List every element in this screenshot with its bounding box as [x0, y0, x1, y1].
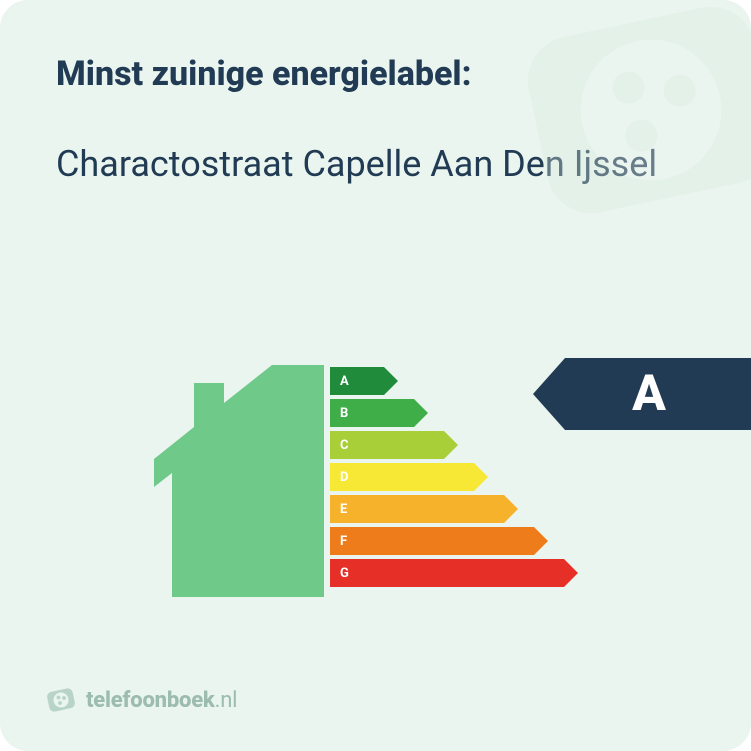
energy-bar: E [330, 495, 630, 523]
energy-bar: C [330, 431, 630, 459]
energy-bar-label: C [330, 431, 444, 459]
house-icon [154, 365, 324, 597]
energy-bar-label: E [330, 495, 504, 523]
energy-bar-arrow [474, 463, 488, 491]
energy-bar: G [330, 559, 630, 587]
energy-bar: D [330, 463, 630, 491]
energy-bar-arrow [384, 367, 398, 395]
rating-value: A [565, 358, 751, 430]
footer-brand: telefoonboek.nl [86, 688, 237, 713]
energy-bar-arrow [504, 495, 518, 523]
background-decoration-icon [491, 0, 751, 270]
rating-badge-arrow [533, 358, 565, 430]
footer: telefoonboek.nl [46, 685, 237, 715]
energy-bar-label: F [330, 527, 534, 555]
energy-bar-label: G [330, 559, 564, 587]
energy-bar: F [330, 527, 630, 555]
rating-badge: A [533, 358, 751, 430]
energy-bar-arrow [444, 431, 458, 459]
energy-bar-label: A [330, 367, 384, 395]
energy-bar-label: D [330, 463, 474, 491]
info-card: Minst zuinige energielabel: Charactostra… [0, 0, 751, 751]
footer-logo-icon [46, 685, 76, 715]
energy-bar-arrow [414, 399, 428, 427]
footer-brand-light: .nl [215, 688, 238, 713]
footer-brand-bold: telefoonboek [86, 688, 215, 713]
energy-bar-label: B [330, 399, 414, 427]
energy-bar-arrow [534, 527, 548, 555]
energy-bar-arrow [564, 559, 578, 587]
